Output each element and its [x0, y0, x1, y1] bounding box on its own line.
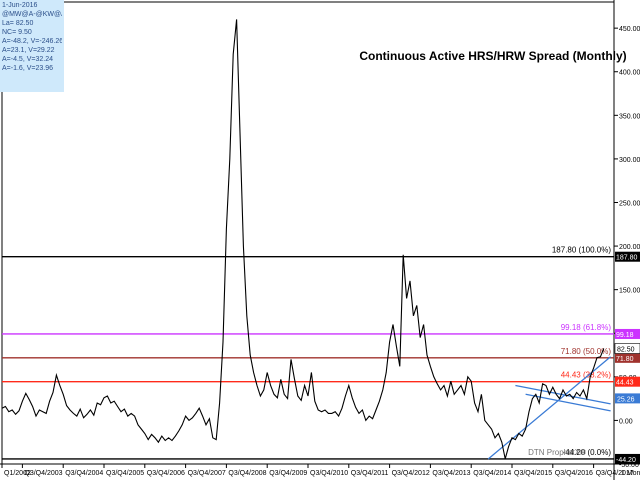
y-tick-label: 400.00: [619, 70, 640, 77]
last-value-tag: [614, 343, 640, 354]
x-tick-label: Q3/Q4/2005: [106, 470, 144, 477]
info-symbols: @MW@A-@KW@A: [2, 11, 62, 18]
y-tick-label: 450.00: [619, 26, 640, 33]
y-tick-label: 300.00: [619, 157, 640, 164]
fib-level-label: -44.20 (0.0%): [563, 448, 612, 457]
x-tick-label: Q3/Q4/2009: [269, 470, 307, 477]
info-date: 1-Jun-2016: [2, 2, 38, 9]
x-tick-label: Q3/Q4/2006: [147, 470, 185, 477]
axis-value-tag: [615, 328, 640, 339]
fib-level-label: 71.80 (50.0%): [561, 347, 612, 356]
x-tick-label: Q3/Q4/2017: [596, 470, 634, 477]
x-tick-label: Q3/Q4/2007: [188, 470, 226, 477]
info-last: La= 82.50: [2, 20, 34, 27]
fib-level-label: 187.80 (100.0%): [552, 246, 611, 255]
info-ma-3: A=-4.5, V=32.24: [2, 56, 53, 63]
axis-value-tag-label: 71.80: [616, 356, 634, 363]
info-ma-4: A=-1.6, V=23.96: [2, 65, 53, 72]
info-net-change: NC= 9.50: [2, 29, 32, 36]
info-ma-2: A=23.1, V=29.22: [2, 47, 55, 54]
period-label: 1 Mon: [621, 470, 640, 477]
y-tick-label: -50.00: [619, 462, 639, 469]
trendline: [487, 356, 612, 460]
x-tick-label: Q3/Q4/2011: [351, 470, 389, 477]
price-series-line: [1, 19, 605, 459]
x-tick-label: Q3/Q4/2016: [555, 470, 593, 477]
fib-level-label: 44.43 (38.2%): [561, 371, 612, 380]
axis-value-tag: [615, 453, 640, 464]
axis-value-tag-label: 99.18: [616, 332, 634, 339]
x-tick-label: Q3/Q4/2015: [514, 470, 552, 477]
fib-level-label: 99.18 (61.8%): [561, 323, 612, 332]
x-tick-label: Q3/Q4/2003: [24, 470, 62, 477]
x-tick-label: Q3/Q4/2014: [473, 470, 511, 477]
last-value-label: 82.50: [617, 347, 635, 354]
watermark: DTN ProphetX®: [528, 448, 586, 457]
axis-value-tag: [615, 251, 640, 262]
y-tick-label: 350.00: [619, 113, 640, 120]
trendline: [525, 393, 611, 412]
chart-title: Continuous Active HRS/HRW Spread (Monthl…: [359, 49, 626, 63]
axis-value-tag: [615, 352, 640, 363]
info-box: 1-Jun-2016 @MW@A-@KW@A La= 82.50 NC= 9.5…: [0, 0, 64, 92]
y-tick-label: 250.00: [619, 200, 640, 207]
trendline: [515, 384, 611, 405]
x-tick-label: Q1/2002: [4, 470, 31, 477]
x-tick-label: Q3/Q4/2008: [228, 470, 266, 477]
y-tick-label: 150.00: [619, 288, 640, 295]
axis-value-tag-label: 44.43: [616, 380, 634, 387]
axis-value-tag: [615, 376, 640, 387]
trend-value-label: 25.26: [617, 396, 635, 403]
x-tick-label: Q3/Q4/2012: [392, 470, 430, 477]
x-tick-label: Q3/Q4/2010: [310, 470, 348, 477]
axis-value-tag-label: -44.20: [616, 457, 636, 464]
info-ma-1: A=-48.2, V=-246.26: [2, 38, 62, 45]
axis-value-tag-label: 187.80: [616, 255, 638, 262]
y-tick-label: 0.00: [619, 418, 633, 425]
trend-value-tag: [615, 393, 640, 404]
y-tick-label: 200.00: [619, 244, 640, 251]
x-tick-label: Q3/Q4/2013: [432, 470, 470, 477]
x-tick-label: Q3/Q4/2004: [65, 470, 103, 477]
